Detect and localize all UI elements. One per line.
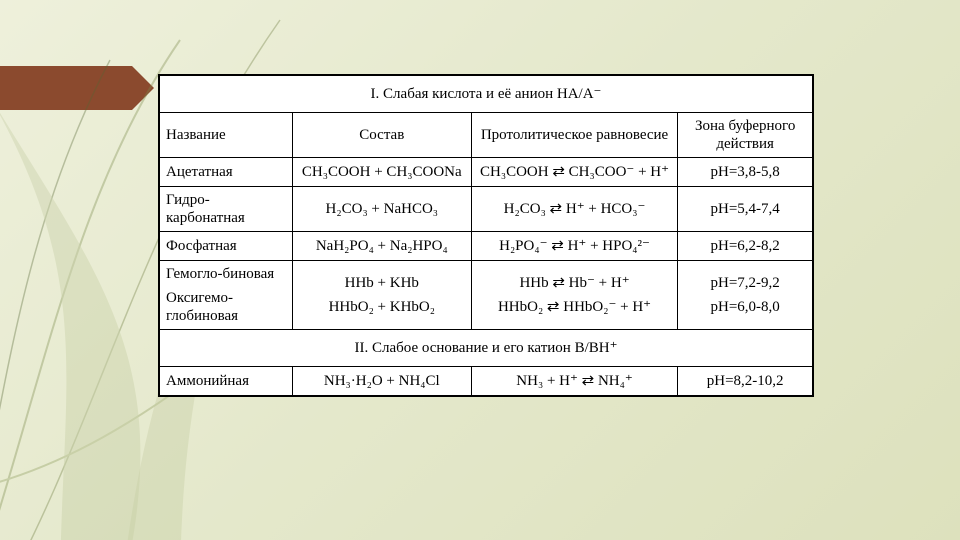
cell-name: Гидро-карбонатная: [160, 187, 292, 231]
cell-zone: pH=7,2-9,2 pH=6,0-8,0: [677, 261, 812, 329]
buffer-systems-table: I. Слабая кислота и её анион HA/A⁻ Назва…: [158, 74, 814, 397]
name-line: Гемогло-биновая: [166, 265, 274, 283]
col-equilibrium: Протолитическое равновесие: [471, 113, 678, 157]
cell-composition: CH₃COOH + CH₃COONa: [292, 158, 471, 186]
cell-composition: NaH₂PO₄ + Na₂HPO₄: [292, 232, 471, 260]
col-composition: Состав: [292, 113, 471, 157]
name-line: Оксигемо-глобиновая: [166, 289, 286, 325]
cell-name: Аммонийная: [160, 367, 292, 395]
eq-line: HHbO₂ ⇄ HHbO₂⁻ + H⁺: [478, 298, 672, 316]
zone-line: pH=7,2-9,2: [711, 274, 780, 292]
cell-name: Фосфатная: [160, 232, 292, 260]
table-row: Гидро-карбонатная H₂CO₃ + NaHCO₃ H₂CO₃ ⇄…: [160, 186, 812, 231]
cell-zone: pH=8,2-10,2: [677, 367, 812, 395]
table-row: Гемогло-биновая Оксигемо-глобиновая HHb …: [160, 260, 812, 329]
cell-composition: HHb + KHb HHbO₂ + KHbO₂: [292, 261, 471, 329]
table-row: Фосфатная NaH₂PO₄ + Na₂HPO₄ H₂PO₄⁻ ⇄ H⁺ …: [160, 231, 812, 260]
comp-line: HHbO₂ + KHbO₂: [299, 298, 465, 316]
section2-title-text: II. Слабое основание и его катион B/BH⁺: [354, 339, 617, 357]
col-zone: Зона буферного действия: [677, 113, 812, 157]
cell-name: Гемогло-биновая Оксигемо-глобиновая: [160, 261, 292, 329]
cell-composition: H₂CO₃ + NaHCO₃: [292, 187, 471, 231]
cell-equilibrium: H₂PO₄⁻ ⇄ H⁺ + HPO₄²⁻: [471, 232, 678, 260]
table-row: Ацетатная CH₃COOH + CH₃COONa CH₃COOH ⇄ C…: [160, 157, 812, 186]
cell-name: Ацетатная: [160, 158, 292, 186]
cell-zone: pH=6,2-8,2: [677, 232, 812, 260]
cell-equilibrium: HHb ⇄ Hb⁻ + H⁺ HHbO₂ ⇄ HHbO₂⁻ + H⁺: [471, 261, 678, 329]
decorative-banner: [0, 66, 132, 110]
table-row: Аммонийная NH₃·H₂O + NH₄Cl NH₃ + H⁺ ⇄ NH…: [160, 366, 812, 395]
cell-equilibrium: H₂CO₃ ⇄ H⁺ + HCO₃⁻: [471, 187, 678, 231]
section2-title: II. Слабое основание и его катион B/BH⁺: [160, 329, 812, 366]
comp-line: HHb + KHb: [299, 274, 465, 292]
eq-line: HHb ⇄ Hb⁻ + H⁺: [478, 274, 672, 292]
section1-title-text: I. Слабая кислота и её анион HA/A⁻: [371, 85, 602, 103]
col-name: Название: [160, 113, 292, 157]
cell-composition: NH₃·H₂O + NH₄Cl: [292, 367, 471, 395]
header-row: Название Состав Протолитическое равновес…: [160, 112, 812, 157]
cell-zone: pH=3,8-5,8: [677, 158, 812, 186]
cell-equilibrium: CH₃COOH ⇄ CH₃COO⁻ + H⁺: [471, 158, 678, 186]
cell-zone: pH=5,4-7,4: [677, 187, 812, 231]
zone-line: pH=6,0-8,0: [711, 298, 780, 316]
section1-title: I. Слабая кислота и её анион HA/A⁻: [160, 76, 812, 112]
cell-equilibrium: NH₃ + H⁺ ⇄ NH₄⁺: [471, 367, 678, 395]
